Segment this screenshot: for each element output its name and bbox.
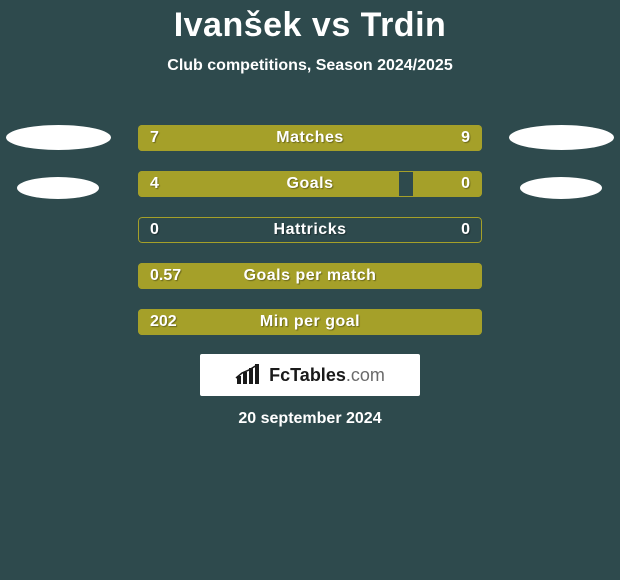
logo-box: FcTables.com bbox=[200, 354, 420, 396]
bar-row: Matches 7 9 bbox=[138, 125, 482, 151]
bar-value-left: 7 bbox=[150, 129, 159, 147]
bar-row: Goals per match 0.57 bbox=[138, 263, 482, 289]
bar-segment-right bbox=[413, 171, 482, 197]
bar-value-right: 0 bbox=[461, 221, 470, 239]
logo-text: FcTables.com bbox=[269, 365, 385, 386]
subtitle: Club competitions, Season 2024/2025 bbox=[0, 57, 620, 75]
player-left-graphic bbox=[6, 115, 111, 200]
bar-value-right: 0 bbox=[461, 175, 470, 193]
bar-chart-icon bbox=[235, 364, 263, 386]
bar-value-left: 4 bbox=[150, 175, 159, 193]
page-title: Ivanšek vs Trdin bbox=[0, 0, 620, 45]
date-text: 20 september 2024 bbox=[0, 410, 620, 428]
bar-value-left: 0.57 bbox=[150, 267, 181, 285]
bar-segment-left bbox=[138, 125, 282, 151]
ellipse-icon bbox=[520, 177, 602, 199]
bar-row: Min per goal 202 bbox=[138, 309, 482, 335]
bar-value-left: 0 bbox=[150, 221, 159, 239]
bar-row: Goals 4 0 bbox=[138, 171, 482, 197]
player-right-graphic bbox=[509, 115, 614, 200]
bar-value-right: 9 bbox=[461, 129, 470, 147]
ellipse-icon bbox=[17, 177, 99, 199]
bar-label: Min per goal bbox=[260, 313, 360, 331]
bar-label: Goals bbox=[287, 175, 334, 193]
comparison-card: Ivanšek vs Trdin Club competitions, Seas… bbox=[0, 0, 620, 580]
bar-label: Matches bbox=[276, 129, 344, 147]
logo-main: FcTables bbox=[269, 365, 346, 385]
bar-label: Goals per match bbox=[244, 267, 377, 285]
bar-label: Hattricks bbox=[274, 221, 347, 239]
comparison-bars: Matches 7 9 Goals 4 0 Hattricks 0 0 Goals per mat… bbox=[138, 125, 482, 335]
logo-suffix: .com bbox=[346, 365, 385, 385]
bar-value-left: 202 bbox=[150, 313, 177, 331]
bar-row: Hattricks 0 0 bbox=[138, 217, 482, 243]
ellipse-icon bbox=[6, 125, 111, 150]
ellipse-icon bbox=[509, 125, 614, 150]
bar-segment-left bbox=[138, 171, 399, 197]
